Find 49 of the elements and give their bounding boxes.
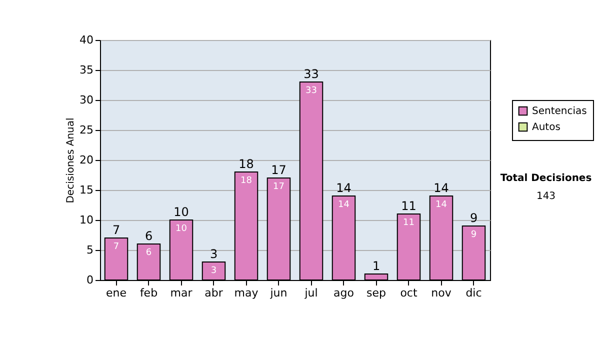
data-label: 14 xyxy=(436,200,448,210)
total-label: 9 xyxy=(470,211,478,225)
total-label: 6 xyxy=(144,229,153,243)
total-label: 1 xyxy=(372,259,380,273)
text: Total Decisiones xyxy=(500,173,592,184)
y-tick-label: 10 xyxy=(80,214,94,226)
x-tick-label: nov xyxy=(431,286,452,300)
total-label: 11 xyxy=(401,199,416,213)
data-label: 14 xyxy=(338,200,350,210)
y-tick-label: 30 xyxy=(80,94,94,106)
x-tick-label: ene xyxy=(106,286,127,300)
data-label: 7 xyxy=(113,242,120,252)
x-tick-label: oct xyxy=(400,286,418,300)
x-tick-label: may xyxy=(234,286,259,300)
x-tick-label: feb xyxy=(140,286,158,300)
legend-label: Autos xyxy=(532,122,560,133)
text: 143 xyxy=(536,191,556,202)
total-label: 18 xyxy=(238,157,254,171)
x-tick-label: ago xyxy=(334,286,354,300)
x-tick-label: mar xyxy=(170,286,193,300)
total-label: 33 xyxy=(304,67,319,81)
total-label: 10 xyxy=(174,205,189,219)
x-tick-label: jun xyxy=(269,286,288,300)
total-label: 14 xyxy=(336,181,352,195)
x-tick-label: abr xyxy=(204,286,224,300)
data-label: 6 xyxy=(146,248,152,258)
x-tick-label: dic xyxy=(466,286,482,300)
y-tick-label: 25 xyxy=(80,124,94,136)
total-label: 7 xyxy=(112,223,120,237)
y-axis-title: Decisiones Anual xyxy=(66,118,77,204)
data-label: 10 xyxy=(176,224,188,234)
total-label: 17 xyxy=(271,163,286,177)
total-label: 14 xyxy=(434,181,449,195)
legend-label: Sentencias xyxy=(532,106,587,117)
y-tick-label: 35 xyxy=(80,64,94,76)
data-label: 11 xyxy=(403,218,414,228)
data-label: 18 xyxy=(240,176,252,186)
x-tick-label: sep xyxy=(366,286,386,300)
y-tick-label: 20 xyxy=(80,154,94,166)
x-tick-label: jul xyxy=(304,286,318,300)
data-label: 17 xyxy=(273,182,284,192)
data-label: 33 xyxy=(306,86,317,96)
data-label: 3 xyxy=(210,266,217,276)
y-tick-label: 0 xyxy=(86,274,94,286)
y-tick-label: 40 xyxy=(80,34,94,46)
y-tick-label: 15 xyxy=(80,184,94,196)
total-label: 3 xyxy=(210,247,218,261)
y-tick-label: 5 xyxy=(86,244,94,256)
data-label: 9 xyxy=(470,230,477,240)
